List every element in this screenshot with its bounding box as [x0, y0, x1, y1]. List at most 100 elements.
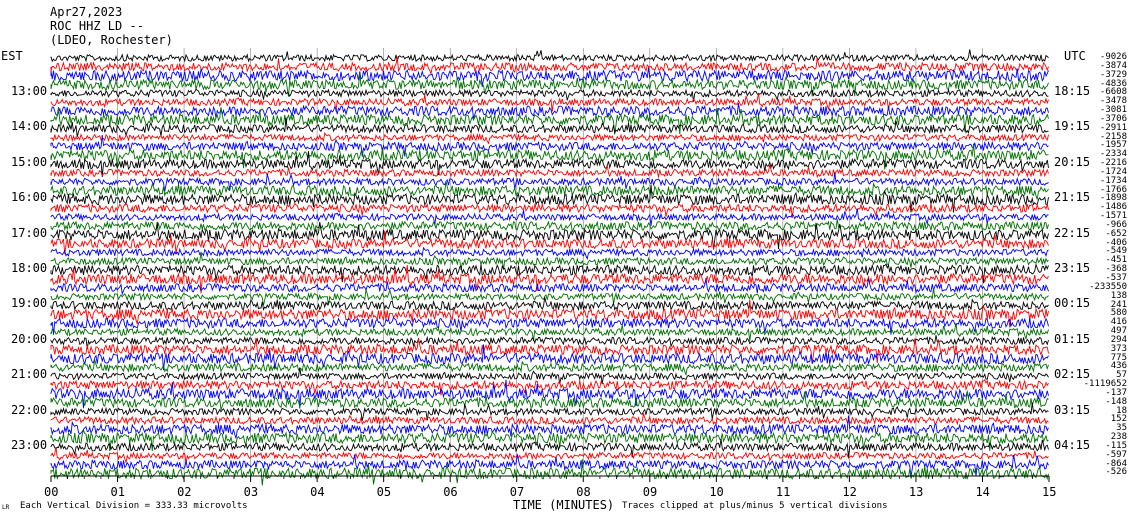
trace-offset-label: -3874 [1099, 60, 1127, 71]
trace-offset-label: -1766 [1099, 184, 1127, 195]
x-tick-label: 09 [642, 485, 658, 499]
utc-hour-label: 04:15 [1054, 438, 1091, 452]
trace-offset-label: 775 [1110, 352, 1127, 363]
trace-line [50, 359, 1049, 377]
utc-hour-label: 01:15 [1054, 331, 1091, 346]
trace-offset-label: -233550 [1089, 281, 1127, 292]
x-tick-label: 05 [376, 485, 392, 499]
trace-offset-label: -2158 [1099, 131, 1127, 142]
x-tick-label: 14 [975, 485, 990, 499]
trace-line [50, 402, 1049, 421]
trace-offset-label: -406 [1105, 237, 1127, 248]
trace-line [50, 251, 1049, 271]
trace-line [50, 117, 1049, 138]
footer-mark: LR [2, 504, 10, 511]
trace-offset-label: -6608 [1099, 87, 1127, 98]
trace-line [50, 323, 1049, 342]
trace-line [50, 72, 1049, 97]
trace-line [50, 202, 1049, 219]
trace-line [50, 56, 1049, 76]
est-axis-label: EST [1, 49, 23, 63]
est-hour-label: 17:00 [11, 225, 48, 240]
est-hour-label: 16:00 [11, 190, 48, 205]
clip-note: Traces clipped at plus/minus 5 vertical … [622, 501, 888, 511]
trace-offset-label: 241 [1110, 299, 1127, 310]
trace-offset-label: 57 [1116, 370, 1127, 381]
trace-offset-label: -1957 [1099, 140, 1127, 151]
trace-line [50, 221, 1049, 250]
x-tick-label: 00 [44, 485, 59, 499]
trace-line [50, 131, 1049, 145]
header-station: ROC HHZ LD -- [50, 19, 144, 33]
trace-line [50, 428, 1049, 452]
trace-line [50, 92, 1049, 112]
trace-offset-label: -4836 [1099, 78, 1127, 89]
trace-offset-label: -526 [1105, 467, 1127, 478]
trace-line [50, 413, 1049, 426]
x-tick-label: 06 [443, 485, 458, 499]
est-hour-label: 13:00 [11, 84, 48, 98]
est-hour-label: 15:00 [11, 154, 48, 169]
trace-offset-label: -9026 [1099, 52, 1127, 62]
trace-line [50, 438, 1049, 458]
trace-line [50, 151, 1049, 178]
trace-line [50, 181, 1049, 200]
trace-line [50, 316, 1049, 335]
x-tick-label: 12 [842, 485, 857, 499]
utc-hour-label: 21:15 [1054, 190, 1091, 205]
trace-offset-label: -1486 [1099, 202, 1127, 213]
header-date: Apr27,2023 [50, 5, 123, 19]
trace-line [50, 391, 1049, 410]
trace-offset-label: -549 [1105, 246, 1127, 257]
trace-line [50, 67, 1049, 87]
trace-offset-label: 138 [1110, 290, 1127, 301]
est-hour-label: 20:00 [11, 331, 48, 346]
trace-line [50, 379, 1049, 409]
trace-line [50, 297, 1049, 312]
x-tick-label: 01 [110, 485, 125, 499]
trace-line [50, 88, 1049, 102]
trace-line [50, 172, 1049, 192]
trace-offset-label: 436 [1110, 361, 1127, 372]
trace-line [50, 447, 1049, 465]
trace-line [50, 288, 1049, 306]
trace-line [50, 337, 1049, 364]
trace-line [50, 335, 1049, 349]
x-tick-label: 07 [509, 485, 525, 499]
est-hour-label: 21:00 [11, 367, 48, 382]
trace-line [50, 219, 1049, 233]
trace-offset-label: -451 [1105, 255, 1127, 266]
utc-hour-label: 00:15 [1054, 296, 1091, 311]
trace-offset-label: 497 [1110, 326, 1127, 337]
utc-hour-label: 03:15 [1054, 402, 1091, 417]
trace-offset-label: 18 [1116, 405, 1127, 416]
trace-line [50, 264, 1049, 294]
trace-line [50, 208, 1049, 226]
x-tick-label: 08 [576, 485, 591, 499]
est-hour-label: 19:00 [11, 296, 48, 311]
trace-offset-label: -1898 [1099, 193, 1127, 204]
trace-line [50, 184, 1049, 213]
x-tick-label: 15 [1042, 485, 1057, 499]
x-tick-label: 13 [908, 485, 924, 499]
utc-hour-label: 19:15 [1054, 119, 1091, 134]
trace-line [50, 135, 1049, 157]
trace-offset-label: -864 [1105, 458, 1127, 469]
utc-hour-label: 23:15 [1054, 261, 1091, 275]
trace-offset-label: -148 [1105, 396, 1127, 407]
trace-offset-label: -3081 [1099, 105, 1127, 116]
trace-line [50, 164, 1049, 179]
trace-offset-label: 294 [1110, 334, 1127, 345]
trace-line [50, 415, 1049, 439]
trace-offset-label: -537 [1105, 273, 1127, 283]
trace-line [50, 344, 1049, 371]
trace-line [50, 299, 1049, 328]
x-tick-label: 02 [177, 485, 192, 499]
trace-offset-label: 152 [1110, 414, 1127, 425]
trace-offset-label: -137 [1105, 387, 1127, 398]
trace-line [50, 107, 1049, 135]
utc-hour-label: 20:15 [1054, 154, 1091, 169]
x-tick-label: 11 [775, 485, 791, 499]
trace-line [50, 367, 1049, 385]
